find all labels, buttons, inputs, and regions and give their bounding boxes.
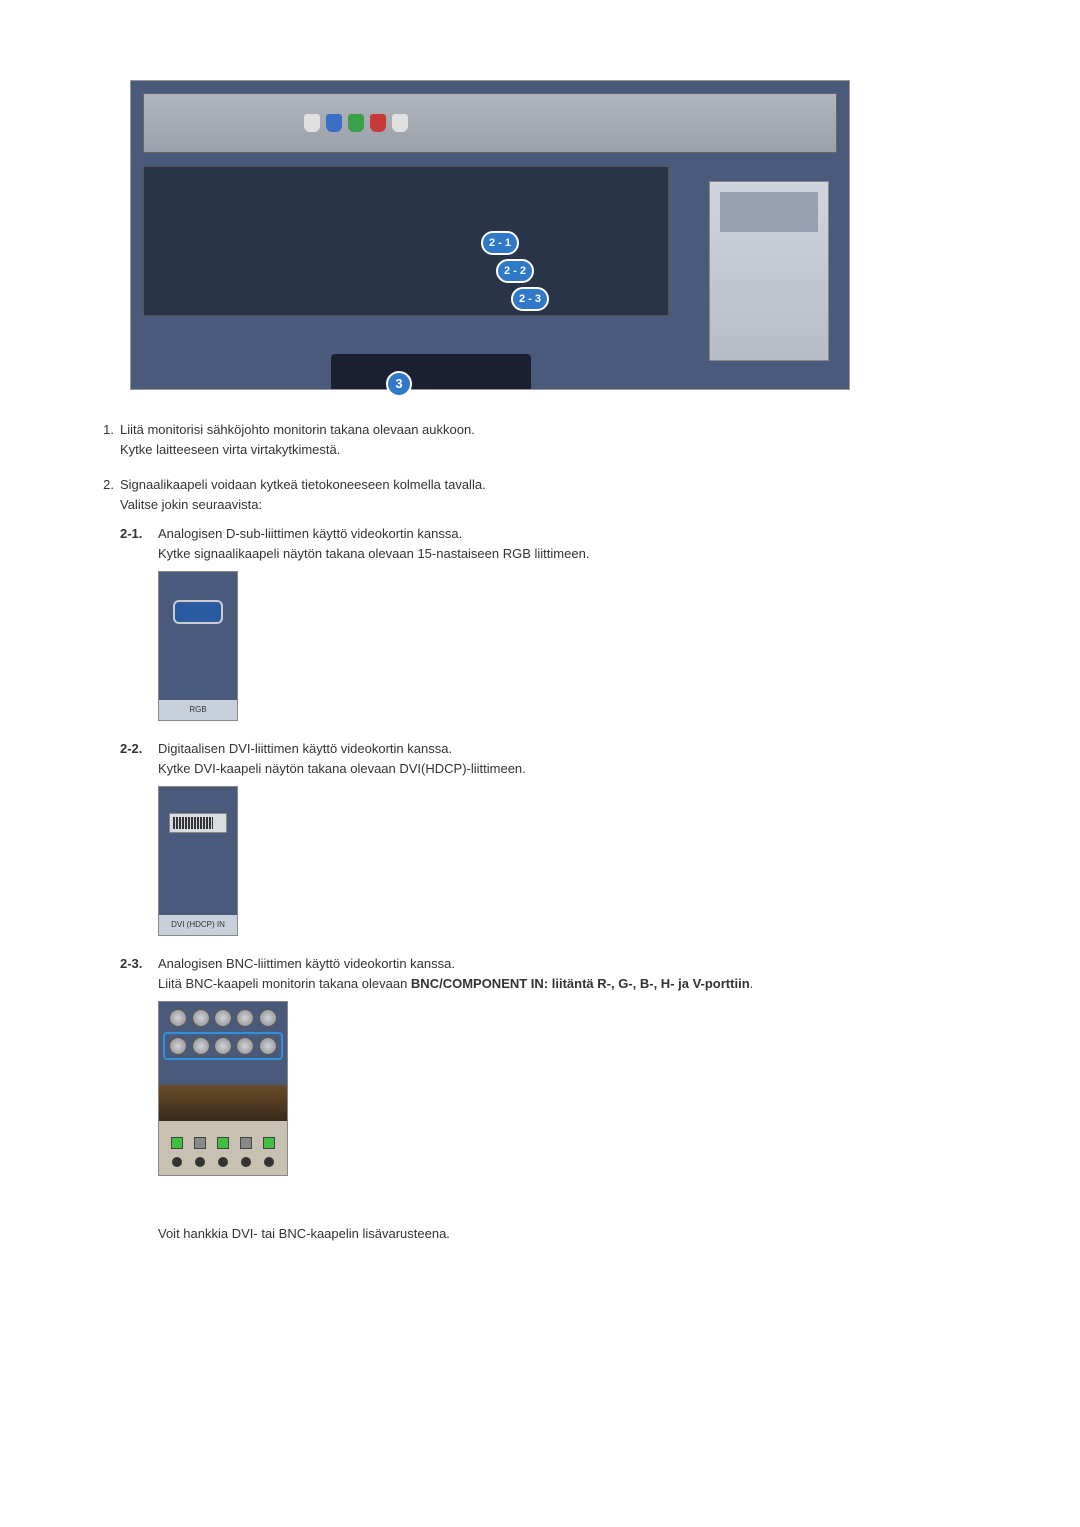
connector xyxy=(392,114,408,132)
bnc-connector-icon xyxy=(192,1009,210,1027)
bnc-connector-icon xyxy=(169,1009,187,1027)
list-item: 1. Liitä monitorisi sähköjohto monitorin… xyxy=(90,420,990,459)
text-line: Kytke signaalikaapeli näytön takana olev… xyxy=(158,544,990,564)
sub-number: 2-3. xyxy=(120,954,158,993)
footer-note: Voit hankkia DVI- tai BNC-kaapelin lisäv… xyxy=(158,1224,990,1244)
text-line: Digitaalisen DVI-liittimen käyttö videok… xyxy=(158,739,990,759)
led-icon xyxy=(218,1157,228,1167)
bnc-row xyxy=(167,1006,279,1030)
sub-item: 2-3. Analogisen BNC-liittimen käyttö vid… xyxy=(120,954,990,1176)
led-icon xyxy=(241,1157,251,1167)
text-line: Kytke laitteeseen virta virtakytkimestä. xyxy=(120,440,990,460)
panel-button-icon xyxy=(194,1137,206,1149)
text-line: Analogisen D-sub-liittimen käyttö videok… xyxy=(158,524,990,544)
text-line: Kytke DVI-kaapeli näytön takana olevaan … xyxy=(158,759,990,779)
bnc-port-image xyxy=(158,1001,288,1176)
led-row xyxy=(165,1157,281,1167)
text-span: Liitä BNC-kaapeli monitorin takana oleva… xyxy=(158,976,411,991)
sub-item: 2-1. Analogisen D-sub-liittimen käyttö v… xyxy=(120,524,990,721)
dvi-connector-icon xyxy=(169,813,227,833)
connector xyxy=(304,114,320,132)
connector xyxy=(348,114,364,132)
panel-button-icon xyxy=(240,1137,252,1149)
port-label: RGB xyxy=(159,700,237,720)
bold-text: BNC/COMPONENT IN: liitäntä R-, G-, B-, H… xyxy=(411,976,750,991)
vga-port-image: RGB xyxy=(158,571,238,721)
text-line: Liitä BNC-kaapeli monitorin takana oleva… xyxy=(158,974,990,994)
sub-number: 2-2. xyxy=(120,739,158,778)
sub-text: Digitaalisen DVI-liittimen käyttö videok… xyxy=(158,739,990,778)
text-line: Liitä monitorisi sähköjohto monitorin ta… xyxy=(120,420,990,440)
panel-button-icon xyxy=(263,1137,275,1149)
led-icon xyxy=(172,1157,182,1167)
bnc-device-panel xyxy=(159,1085,287,1175)
panel-button-icon xyxy=(171,1137,183,1149)
badge-2-2: 2 - 2 xyxy=(496,259,534,283)
badge-2-1: 2 - 1 xyxy=(481,231,519,255)
bnc-connector-icon xyxy=(214,1009,232,1027)
connector-row xyxy=(304,114,408,132)
bnc-connector-icon xyxy=(259,1009,277,1027)
item-number: 1. xyxy=(90,420,120,459)
connection-diagram: 2 - 1 2 - 2 2 - 3 3 xyxy=(130,80,850,390)
badge-2-3: 2 - 3 xyxy=(511,287,549,311)
item-body: Signaalikaapeli voidaan kytkeä tietokone… xyxy=(120,475,990,1194)
bnc-connector-icon xyxy=(236,1009,254,1027)
item-body: Liitä monitorisi sähköjohto monitorin ta… xyxy=(120,420,990,459)
sub-item: 2-2. Digitaalisen DVI-liittimen käyttö v… xyxy=(120,739,990,936)
dvi-port-image: DVI (HDCP) IN xyxy=(158,786,238,936)
item-number: 2. xyxy=(90,475,120,1194)
monitor-rear-panel xyxy=(143,93,837,153)
connector xyxy=(326,114,342,132)
pc-tower xyxy=(709,181,829,361)
port-label: DVI (HDCP) IN xyxy=(159,915,237,935)
monitor-body xyxy=(143,166,669,316)
text-line: Analogisen BNC-liittimen käyttö videokor… xyxy=(158,954,990,974)
vga-connector-icon xyxy=(173,600,223,624)
text-line: Signaalikaapeli voidaan kytkeä tietokone… xyxy=(120,475,990,495)
connector xyxy=(370,114,386,132)
sub-text: Analogisen D-sub-liittimen käyttö videok… xyxy=(158,524,990,563)
list-item: 2. Signaalikaapeli voidaan kytkeä tietok… xyxy=(90,475,990,1194)
monitor-stand xyxy=(331,354,531,389)
text-line: Valitse jokin seuraavista: xyxy=(120,495,990,515)
button-row xyxy=(165,1137,281,1149)
led-icon xyxy=(264,1157,274,1167)
sub-text: Analogisen BNC-liittimen käyttö videokor… xyxy=(158,954,990,993)
panel-button-icon xyxy=(217,1137,229,1149)
badge-3: 3 xyxy=(386,371,412,397)
text-span: . xyxy=(750,976,754,991)
led-icon xyxy=(195,1157,205,1167)
sub-list: 2-1. Analogisen D-sub-liittimen käyttö v… xyxy=(120,524,990,1176)
bnc-highlight-box xyxy=(163,1032,283,1060)
sub-number: 2-1. xyxy=(120,524,158,563)
instruction-list: 1. Liitä monitorisi sähköjohto monitorin… xyxy=(90,420,990,1194)
